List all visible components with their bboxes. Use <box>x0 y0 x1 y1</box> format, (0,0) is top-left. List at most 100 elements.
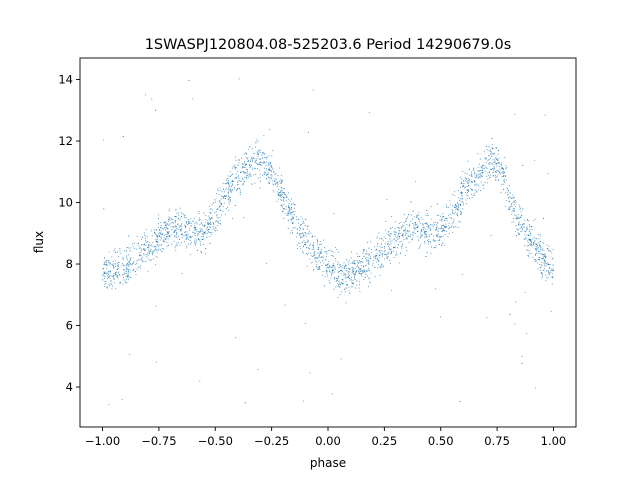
data-point <box>506 187 508 189</box>
data-point <box>237 184 239 186</box>
x-tick-label: 0.00 <box>315 434 341 448</box>
data-point <box>417 218 420 220</box>
data-point <box>255 142 257 144</box>
data-point <box>122 277 125 279</box>
data-point <box>492 161 495 163</box>
data-point <box>460 214 462 216</box>
data-point <box>510 204 512 206</box>
data-point <box>139 247 141 249</box>
data-point <box>288 205 290 207</box>
data-point <box>210 221 212 224</box>
data-point <box>339 283 342 285</box>
data-point <box>242 178 244 180</box>
data-point <box>159 221 162 224</box>
data-point <box>231 189 233 191</box>
data-point <box>511 211 513 213</box>
data-point <box>363 250 365 252</box>
data-point <box>515 301 517 303</box>
data-point <box>280 196 282 199</box>
data-point <box>437 230 439 232</box>
data-point <box>148 249 150 251</box>
data-point <box>108 251 110 253</box>
data-point <box>538 250 540 253</box>
data-point <box>316 261 318 263</box>
data-point <box>430 246 432 248</box>
data-point <box>223 191 225 193</box>
data-point <box>194 222 196 224</box>
data-point <box>530 232 532 234</box>
data-point <box>499 173 501 175</box>
data-point <box>273 191 275 193</box>
data-point <box>330 266 332 269</box>
data-point <box>107 277 109 280</box>
data-point <box>343 273 345 275</box>
data-point <box>307 233 309 235</box>
data-point <box>518 233 520 235</box>
data-point <box>384 253 386 255</box>
data-point <box>257 164 259 166</box>
data-point <box>329 249 331 251</box>
data-point <box>223 195 225 197</box>
data-point <box>531 243 533 246</box>
data-point <box>184 231 187 233</box>
data-point <box>166 223 168 225</box>
data-point <box>407 213 410 215</box>
data-point <box>168 235 171 237</box>
data-point <box>132 245 134 248</box>
data-point <box>170 234 172 236</box>
data-point <box>222 182 224 185</box>
data-point <box>403 238 405 241</box>
data-point <box>504 181 506 183</box>
data-point <box>457 227 459 229</box>
data-point <box>274 183 277 185</box>
data-point <box>461 178 463 180</box>
data-point <box>333 251 335 253</box>
data-point <box>260 161 262 163</box>
data-point <box>255 141 257 143</box>
data-point <box>482 184 484 186</box>
data-point <box>515 230 517 233</box>
data-point <box>333 278 336 280</box>
data-point <box>445 206 448 208</box>
data-point <box>359 262 361 264</box>
data-point <box>113 272 115 274</box>
data-point <box>528 230 530 232</box>
data-point <box>314 257 316 259</box>
data-point <box>445 217 447 219</box>
data-point <box>284 208 286 210</box>
data-point <box>164 225 166 227</box>
data-point <box>402 224 404 226</box>
data-point <box>111 288 113 290</box>
data-point <box>369 258 371 260</box>
data-point <box>542 256 544 258</box>
data-point <box>222 196 224 198</box>
data-point <box>230 185 232 187</box>
data-point <box>170 226 172 228</box>
data-point <box>526 240 528 242</box>
data-point <box>515 217 517 220</box>
data-point <box>548 250 550 252</box>
data-point <box>544 261 546 263</box>
data-point <box>201 224 204 226</box>
data-point <box>552 277 554 279</box>
data-point <box>236 190 238 192</box>
data-point <box>325 267 327 269</box>
data-point <box>203 231 205 233</box>
data-point <box>433 222 435 224</box>
data-point <box>543 242 545 244</box>
data-point <box>403 225 405 227</box>
data-point <box>137 266 139 268</box>
data-point <box>531 245 533 247</box>
data-point <box>373 246 376 248</box>
data-point <box>443 244 445 246</box>
data-point <box>309 258 311 260</box>
data-point <box>168 223 170 225</box>
data-point <box>245 157 247 159</box>
data-point <box>193 231 195 233</box>
data-point <box>111 263 113 266</box>
data-point <box>212 228 214 230</box>
data-point <box>268 167 270 169</box>
data-point <box>314 235 316 237</box>
data-point <box>352 267 354 269</box>
chart-title: 1SWASPJ120804.08-525203.6 Period 1429067… <box>145 37 512 53</box>
